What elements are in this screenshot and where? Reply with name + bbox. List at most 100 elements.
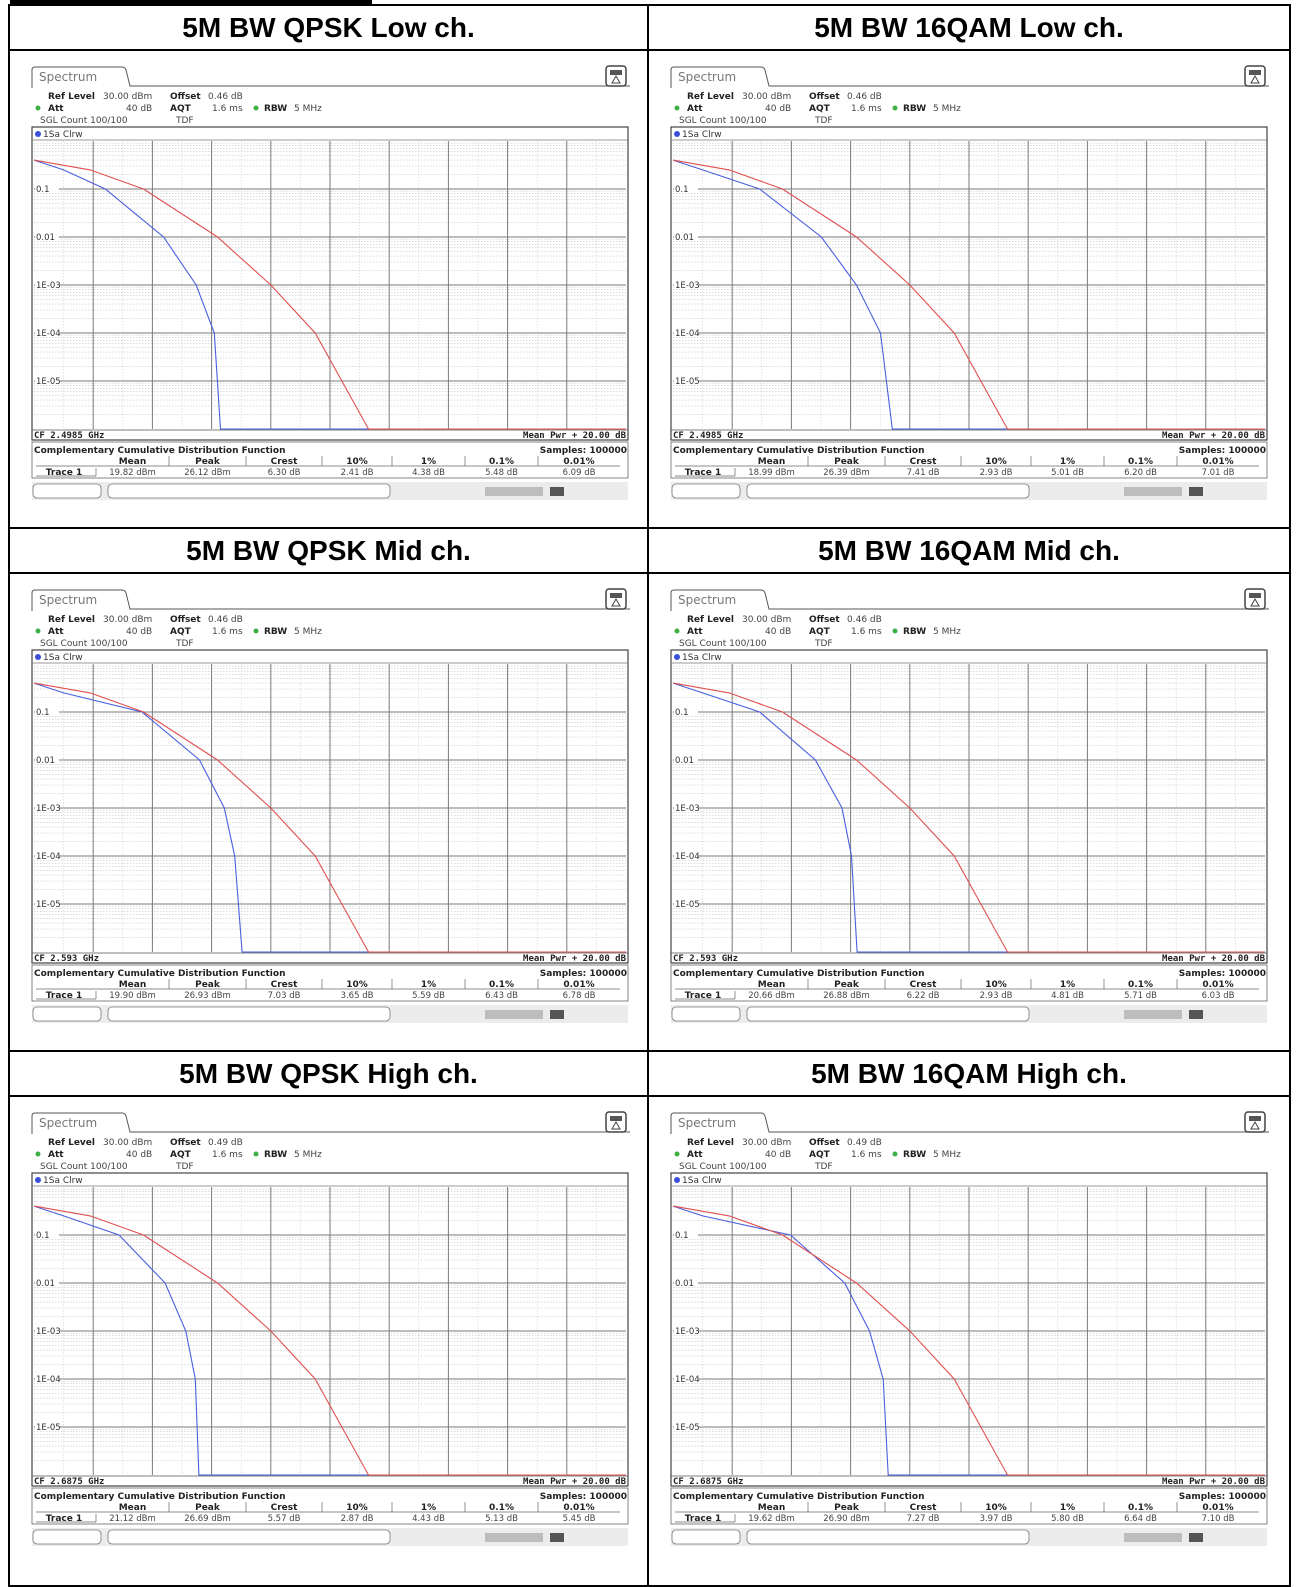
status-field-left[interactable] [32,1006,102,1022]
table-value-cell: 5.57 dB [268,1514,301,1524]
trace-label: 1Sa Clrw [43,1176,83,1186]
table-header-cell: 0.01% [563,1503,594,1513]
ccdf-table-title: Complementary Cumulative Distribution Fu… [673,446,924,456]
table-header-cell: 10% [985,980,1007,990]
tick-label-bg [674,706,698,716]
analyzer-screenshot: Spectrum Ref Level 30.00 dBm Offset 0.46 dB A… [30,64,630,504]
measurement-cell: 5M BW QPSK Low ch. Spectrum Ref Level 30.00… [10,6,649,529]
ref-level-value: 30.00 dBm [742,615,791,625]
y-tick-label: 1E-04 [675,1375,700,1385]
center-frequency: CF 2.593 GHz [34,954,99,964]
ccdf-chart: Spectrum Ref Level 30.00 dBm Offset 0.46 dB A… [669,64,1269,504]
status-field-left[interactable] [32,1529,102,1545]
aqt-value: 1.6 ms [212,104,243,114]
status-field-message[interactable] [746,1006,1030,1022]
status-field-left[interactable] [671,1529,741,1545]
status-field-left[interactable] [32,483,102,499]
spectrum-tab-label: Spectrum [678,1116,736,1130]
table-value-cell: 6.09 dB [563,468,596,478]
table-value-cell: 5.80 dB [1051,1514,1084,1524]
status-field-message[interactable] [107,483,391,499]
y-tick-label: 1E-05 [675,377,700,387]
table-value-cell: 6.03 dB [1202,991,1235,1001]
att-value: 40 dB [126,627,152,637]
ccdf-table-title: Complementary Cumulative Distribution Fu… [673,1492,924,1502]
plot-grid [34,1187,626,1475]
tick-label-bg [35,183,59,193]
aqt-value: 1.6 ms [212,1150,243,1160]
trace-label: 1Sa Clrw [682,1176,722,1186]
results-frame [670,964,1268,1002]
tick-label-bg [35,327,59,337]
samples-count: Samples: 100000 [540,969,627,979]
table-header-cell: 0.1% [489,980,514,990]
status-field-message[interactable] [746,483,1030,499]
ccdf-chart: Spectrum Ref Level 30.00 dBm Offset 0.46 dB A… [30,64,630,504]
trace-indicator-icon [674,654,680,660]
results-frame [31,441,629,479]
tdf-label: TDF [814,116,833,126]
tick-label-bg [35,898,59,908]
results-frame [31,964,629,1002]
cell-title: 5M BW QPSK Low ch. [10,6,647,51]
status-led-icon [35,1151,41,1157]
tick-label-bg [674,327,698,337]
analyzer-screenshot: Spectrum Ref Level 30.00 dBm Offset 0.49 dB A… [30,1110,630,1550]
y-tick-label: 1E-03 [675,281,700,291]
plot-grid [673,141,1265,429]
table-value-cell: 26.39 dBm [823,468,870,478]
tick-label-bg [674,183,698,193]
table-header-cell: 1% [1060,980,1075,990]
table-header-cell: 0.01% [1202,457,1233,467]
table-header-cell: Crest [910,980,938,990]
measurement-cell: 5M BW 16QAM Low ch. Spectrum Ref Level 30.0… [649,6,1291,529]
chart-frame [31,126,629,441]
y-tick-label: 1E-05 [675,1423,700,1433]
progress-indicator [485,1533,543,1542]
triangle-icon [1250,1120,1260,1130]
spectrum-tab-label: Spectrum [39,70,97,84]
table-value-cell: 5.13 dB [485,1514,518,1524]
table-value-cell: 4.38 dB [412,468,445,478]
offset-label: Offset [809,615,840,625]
table-header-cell: Peak [195,457,221,467]
status-field-message[interactable] [107,1529,391,1545]
status-field-message[interactable] [107,1006,391,1022]
tick-label-bg [35,850,59,860]
table-value-cell: 7.10 dB [1202,1514,1235,1524]
chart-frame [670,1172,1268,1487]
tick-label-bg [35,375,59,385]
table-value-cell: 5.01 dB [1051,468,1084,478]
tick-label-bg [674,850,698,860]
tick-label-bg [674,802,698,812]
y-tick-label: 1E-03 [675,1327,700,1337]
triangle-icon [611,1120,621,1130]
status-led-icon [35,105,41,111]
table-header-cell: Crest [271,980,299,990]
offset-value: 0.46 dB [847,615,882,625]
cell-title: 5M BW 16QAM Mid ch. [649,529,1289,574]
rbw-label: RBW [264,627,287,637]
tick-label-bg [35,802,59,812]
table-value-cell: 6.64 dB [1124,1514,1157,1524]
rs-logo-icon [550,1533,564,1542]
progress-indicator [485,487,543,496]
status-field-left[interactable] [671,483,741,499]
ccdf-chart: Spectrum Ref Level 30.00 dBm Offset 0.46 dB A… [30,587,630,1027]
rs-logo-icon [1189,487,1203,496]
status-field-left[interactable] [671,1006,741,1022]
ref-level-label: Ref Level [48,615,95,625]
results-frame [670,441,1268,479]
y-tick-label: 1E-05 [675,900,700,910]
table-header-cell: 1% [421,980,436,990]
table-header-cell: 1% [421,457,436,467]
y-tick-label: 0.1 [36,1231,50,1241]
table-header-cell: Peak [195,980,221,990]
display-settings-icon [1249,593,1261,598]
y-tick-label: 0.1 [675,708,689,718]
table-header-cell: Crest [910,1503,938,1513]
y-tick-label: 1E-05 [36,377,61,387]
ref-level-value: 30.00 dBm [742,92,791,102]
status-field-message[interactable] [746,1529,1030,1545]
progress-indicator [485,1010,543,1019]
